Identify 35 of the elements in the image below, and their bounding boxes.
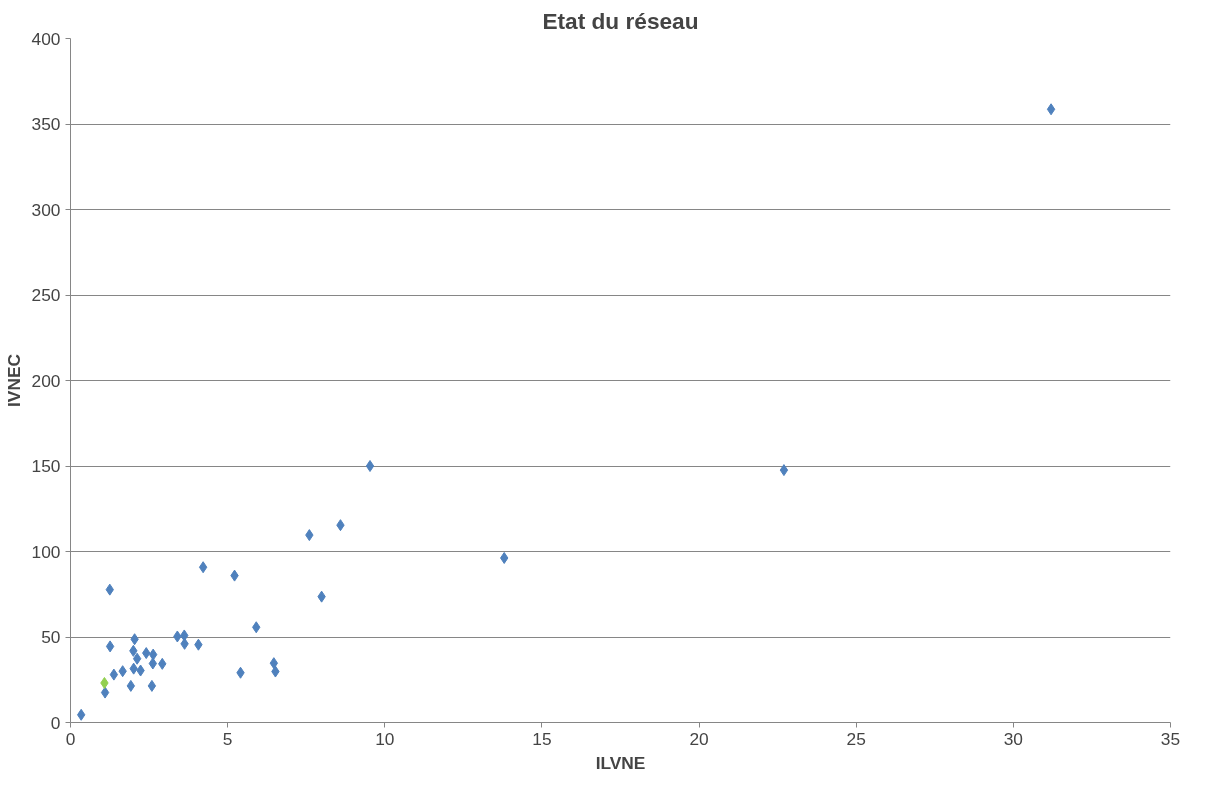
point bbox=[126, 679, 136, 692]
x-tick-label: 15 bbox=[532, 728, 552, 749]
x-tick-label: 5 bbox=[222, 728, 233, 749]
chart-title: Etat du réseau bbox=[542, 7, 699, 34]
y-tick-label: 300 bbox=[31, 199, 61, 220]
x-tick-label: 25 bbox=[846, 728, 866, 749]
point bbox=[148, 657, 158, 670]
point bbox=[269, 657, 279, 670]
point bbox=[147, 679, 157, 692]
point bbox=[500, 552, 509, 564]
y-tick-label: 400 bbox=[31, 28, 61, 49]
y-tick-label: 0 bbox=[50, 712, 61, 733]
y-axis-title: IVNEC bbox=[3, 353, 24, 407]
x-tick-label: 0 bbox=[65, 728, 76, 749]
x-axis-title: ILVNE bbox=[595, 752, 646, 773]
y-tick-label: 100 bbox=[31, 541, 61, 562]
y-tick-label: 50 bbox=[41, 627, 61, 647]
point bbox=[100, 686, 110, 699]
y-tick-label: 350 bbox=[31, 114, 61, 134]
y-tick-label: 200 bbox=[31, 370, 61, 391]
point bbox=[105, 640, 115, 653]
x-tick-label: 30 bbox=[1003, 728, 1023, 749]
y-tick-label: 250 bbox=[31, 285, 61, 305]
x-tick-label: 10 bbox=[375, 728, 395, 749]
y-tick-label: 150 bbox=[31, 456, 61, 476]
point bbox=[100, 677, 109, 689]
x-tick-label: 20 bbox=[689, 728, 709, 749]
x-tick-label: 35 bbox=[1160, 728, 1181, 749]
point bbox=[779, 464, 789, 477]
point bbox=[109, 668, 119, 681]
point bbox=[148, 648, 158, 661]
point bbox=[1046, 103, 1056, 116]
point bbox=[198, 561, 208, 574]
point bbox=[132, 652, 142, 665]
point bbox=[365, 460, 375, 472]
